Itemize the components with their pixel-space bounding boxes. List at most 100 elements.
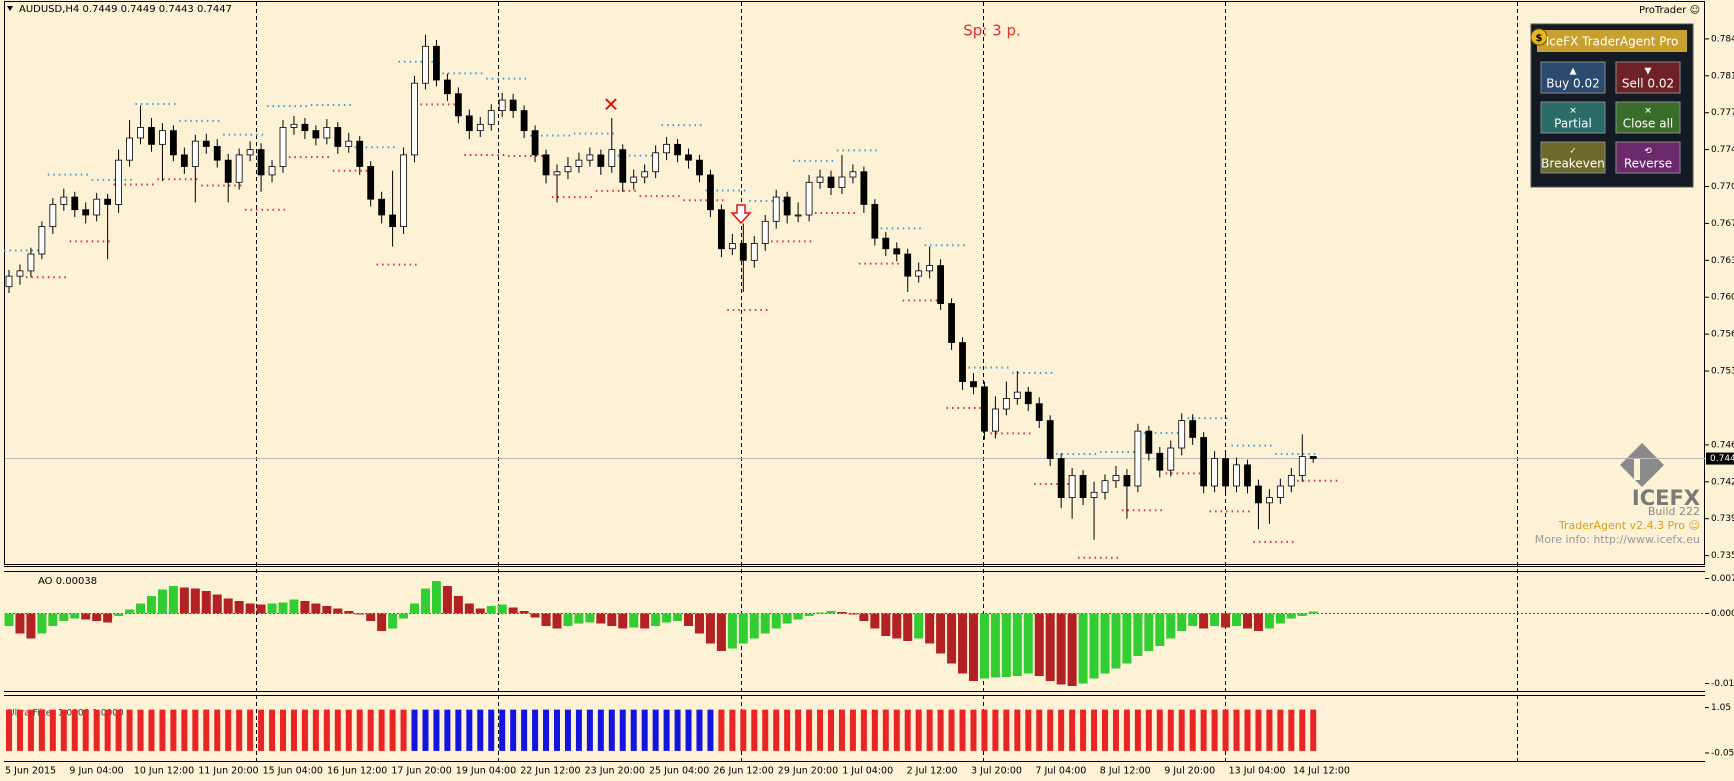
x-tick-label: 9 Jun 04:00 <box>69 766 123 777</box>
candle-body <box>334 127 342 147</box>
ao-bar <box>1122 613 1132 664</box>
panel-button[interactable]: ▼Sell 0.02 <box>1615 61 1681 94</box>
filter-bar <box>192 709 199 751</box>
filter-bar <box>718 709 725 751</box>
candle-body <box>104 198 112 205</box>
filter-bar <box>214 709 221 751</box>
candle-body <box>5 275 13 288</box>
filter-bar <box>751 709 758 751</box>
filter-bar <box>345 709 352 751</box>
candle-body <box>159 130 166 145</box>
filter-bar <box>1047 709 1054 751</box>
panel-button[interactable]: ✕Partial <box>1540 101 1606 134</box>
coin-icon <box>1530 28 1548 46</box>
ao-bar <box>881 613 891 636</box>
x-tick-label: 13 Jul 04:00 <box>1229 766 1286 777</box>
ao-bar <box>1155 613 1165 646</box>
candle-body <box>1123 475 1131 487</box>
filter-bar <box>1288 709 1295 751</box>
panel-button[interactable]: ⟲Reverse <box>1615 141 1681 174</box>
y-tick-label: 0.735 <box>1711 551 1734 561</box>
candle-body <box>509 99 517 112</box>
x-tick-label: 7 Jul 04:00 <box>1035 766 1086 777</box>
candle-body <box>433 45 440 81</box>
ao-bar <box>859 613 869 621</box>
candle-body <box>772 196 780 222</box>
candle-body <box>400 154 407 227</box>
ao-bar <box>453 596 463 614</box>
ao-bar <box>892 613 902 639</box>
x-tick-label: 2 Jul 12:00 <box>907 766 958 777</box>
filter-bar <box>38 709 45 751</box>
ao-bar <box>366 613 376 621</box>
ao-bar <box>782 613 792 624</box>
y-tick-label: 0.774 <box>1711 145 1734 155</box>
menu-arrow[interactable] <box>7 6 13 11</box>
filter-bar <box>882 709 889 751</box>
filter-bar <box>6 709 12 751</box>
panel-title: IceFX TraderAgent Pro <box>1546 35 1679 49</box>
candle-body <box>1145 430 1153 454</box>
ao-bar <box>1100 613 1110 674</box>
candle-body <box>1134 430 1142 487</box>
filter-bar <box>236 709 243 751</box>
ao-bar <box>903 613 913 641</box>
filter-bar <box>1310 709 1317 751</box>
filter-bar <box>1233 709 1240 751</box>
candle-body <box>948 303 955 343</box>
filter-bar <box>532 709 539 751</box>
y-tick-label: 0.742 <box>1711 477 1734 487</box>
ao-bar <box>1045 613 1055 681</box>
candle-body <box>674 143 681 156</box>
filter-bar <box>981 709 988 751</box>
filter-bar <box>170 709 177 751</box>
panel-button[interactable]: ▲Buy 0.02 <box>1540 61 1606 94</box>
panel-button[interactable]: ✕Close all <box>1615 101 1681 134</box>
candle-body <box>115 159 122 205</box>
candle-body <box>893 248 901 255</box>
logo-cut <box>1634 458 1640 480</box>
filter-bar <box>543 709 550 751</box>
filter-bar <box>1167 709 1174 751</box>
x-tick-label: 29 Jun 20:00 <box>778 766 838 777</box>
button-face <box>1540 141 1606 174</box>
logo: ICEFX Build 222 TraderAgent v2.4.3 Pro ☺… <box>1535 443 1700 546</box>
ao-bar <box>1297 613 1307 616</box>
ao-bar <box>278 602 288 614</box>
candle-body <box>1287 475 1295 487</box>
filter-bar <box>1255 709 1262 751</box>
panel-title-bar <box>1537 30 1687 52</box>
filter-bar <box>641 709 648 751</box>
filter-bar <box>729 709 736 751</box>
filter-bar <box>597 709 604 751</box>
ao-bar <box>223 598 233 614</box>
ao-bar <box>497 604 507 614</box>
candle-body <box>1057 458 1065 498</box>
ao-bar <box>574 613 584 624</box>
x-tick-label: 3 Jul 20:00 <box>971 766 1022 777</box>
ao-bar <box>1133 613 1143 656</box>
filter-bar <box>806 709 813 751</box>
button-face <box>1615 141 1681 174</box>
button-label: Breakeven <box>1541 157 1605 171</box>
ao-bar <box>190 588 200 614</box>
y-tick-label: 0.760 <box>1711 293 1734 303</box>
candle-body <box>389 214 397 227</box>
panel-button[interactable]: ✓Breakeven <box>1540 141 1606 174</box>
ao-bar <box>530 613 540 618</box>
ao-bar <box>596 613 606 624</box>
ao-bar <box>541 613 551 626</box>
y-tick-label: 0.781 <box>1711 71 1734 81</box>
candle-body <box>1266 497 1273 504</box>
y-tick-label: 0.763 <box>1711 256 1734 266</box>
coin-symbol: $ <box>1536 33 1543 44</box>
main-border <box>4 1 1705 565</box>
current-price-box <box>1706 452 1734 465</box>
candle-body <box>794 214 802 217</box>
filter-bar <box>992 709 999 751</box>
candle-body <box>652 152 660 173</box>
filter-bar <box>1069 709 1076 751</box>
candle-body <box>301 123 309 132</box>
filter-bar <box>1003 709 1010 751</box>
